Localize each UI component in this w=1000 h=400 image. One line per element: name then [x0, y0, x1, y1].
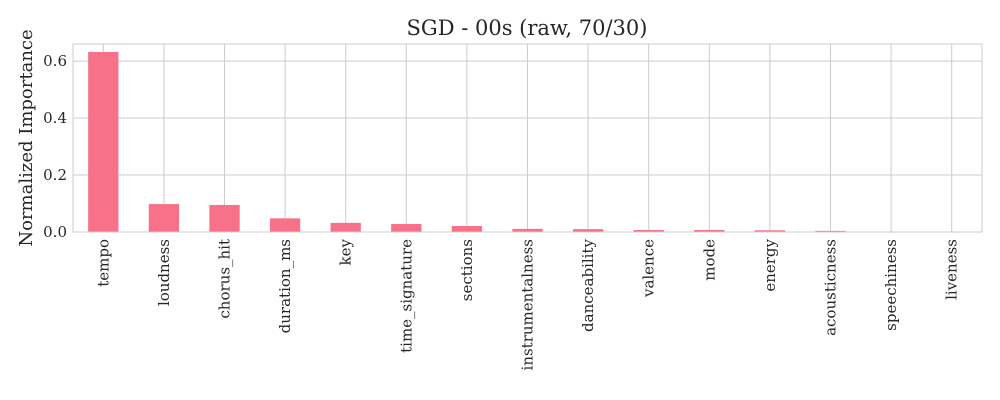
bar-chorus_hit	[209, 204, 240, 232]
bar-danceability	[572, 229, 604, 232]
x-tick-label-time_signature: time_signature	[397, 239, 415, 353]
x-tick-label-speechiness: speechiness	[882, 239, 900, 331]
x-tick-label-instrumentalness: instrumentalness	[519, 239, 537, 370]
x-tick-label-energy: energy	[761, 238, 779, 291]
grid-lines	[73, 44, 982, 233]
x-tick-labels: tempo loudness chorus_hit duration_ms key tim…	[94, 238, 960, 370]
y-tick-label: 0.2	[43, 166, 67, 184]
bar-time_signature	[391, 224, 422, 232]
x-tick-label-chorus_hit: chorus_hit	[216, 239, 234, 319]
bars	[88, 51, 967, 233]
x-tick-label-key: key	[337, 238, 355, 265]
bar-mode	[694, 230, 725, 232]
y-tick-label: 0.6	[43, 52, 67, 70]
y-axis-label: Normalized Importance	[16, 29, 37, 246]
y-tick-labels: 0.0 0.2 0.4 0.6	[43, 52, 67, 241]
x-tick-label-valence: valence	[640, 239, 658, 298]
x-tick-label-danceability: danceability	[579, 238, 597, 331]
bar-loudness	[148, 204, 180, 232]
x-tick-label-sections: sections	[458, 239, 476, 301]
bar-energy	[754, 230, 786, 232]
x-tick-label-acousticness: acousticness	[822, 239, 840, 336]
x-tick-label-liveness: liveness	[943, 239, 961, 300]
x-tick-label-tempo: tempo	[94, 239, 112, 287]
bar-tempo	[88, 51, 119, 233]
chart-title: SGD - 00s (raw, 70/30)	[407, 16, 648, 40]
x-tick-label-mode: mode	[700, 239, 718, 281]
x-tick-label-loudness: loudness	[155, 239, 173, 306]
y-tick-label: 0.0	[43, 223, 67, 241]
bar-valence	[633, 230, 664, 232]
x-tick-label-duration_ms: duration_ms	[276, 239, 294, 333]
y-tick-label: 0.4	[43, 109, 67, 127]
bar-duration_ms	[269, 218, 301, 232]
bar-instrumentalness	[512, 228, 543, 232]
bar-acousticness	[815, 230, 846, 232]
bar-key	[330, 222, 361, 232]
bar-sections	[451, 226, 483, 232]
plot-frame	[72, 43, 983, 233]
